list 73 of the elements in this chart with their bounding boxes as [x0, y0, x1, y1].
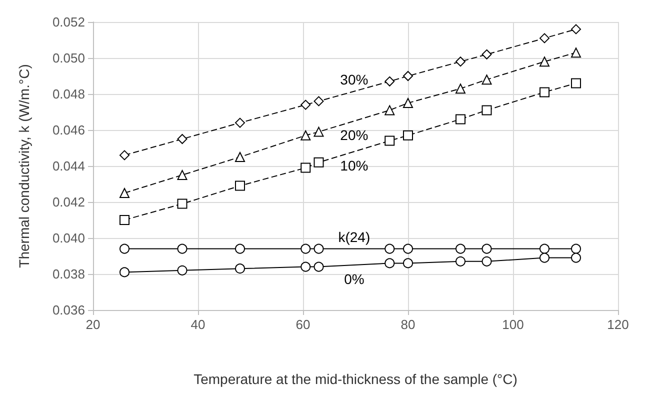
point	[314, 244, 324, 254]
point	[300, 100, 311, 110]
x-tick-label: 20	[86, 317, 100, 332]
point	[235, 244, 245, 254]
series-label: 0%	[344, 271, 364, 287]
x-axis-title: Temperature at the mid-thickness of the sample (°C)	[194, 371, 518, 387]
point	[384, 76, 395, 86]
y-tick-label: 0.040	[52, 230, 85, 246]
series-label: k(24)	[338, 228, 370, 245]
series-label: 10%	[340, 158, 368, 174]
point	[300, 244, 311, 254]
x-tick-label: 40	[190, 317, 206, 332]
point	[456, 256, 466, 266]
point	[571, 244, 581, 254]
y-tick-label: 0.038	[52, 266, 85, 282]
series-label: 30%	[340, 71, 368, 88]
point	[482, 256, 492, 266]
x-tick-label: 80	[400, 317, 416, 332]
y-tick-label: 0.048	[52, 86, 85, 102]
y-tick-label: 0.042	[52, 194, 85, 210]
point	[384, 244, 395, 254]
point	[403, 130, 413, 140]
y-tick-label: 0.044	[52, 158, 85, 174]
point	[482, 244, 492, 254]
x-tick-label: 120	[607, 317, 629, 332]
point	[456, 244, 466, 254]
point	[403, 98, 413, 108]
point	[540, 33, 550, 44]
y-tick-label: 0.050	[52, 50, 85, 66]
point	[120, 267, 130, 278]
y-tick-label: 0.046	[52, 122, 85, 138]
series-label: 20%	[340, 127, 368, 143]
point	[403, 71, 413, 81]
point	[300, 130, 311, 140]
point	[571, 78, 581, 88]
point	[177, 244, 188, 254]
point	[177, 134, 188, 144]
point	[482, 74, 492, 85]
point	[403, 258, 413, 268]
point	[235, 180, 245, 191]
y-tick-label: 0.052	[52, 14, 85, 30]
point	[384, 258, 395, 268]
x-tick-label: 100	[502, 317, 524, 332]
point	[571, 48, 581, 58]
point	[120, 215, 130, 225]
point	[540, 252, 550, 263]
point	[456, 56, 466, 67]
point	[300, 162, 311, 173]
point	[177, 198, 188, 209]
y-tick-label: 0.036	[52, 302, 85, 318]
point	[403, 244, 413, 254]
point	[540, 87, 550, 98]
x-tick-label: 60	[296, 317, 310, 332]
point	[235, 264, 245, 274]
point	[314, 126, 324, 137]
point	[314, 96, 324, 106]
point	[300, 262, 311, 272]
point	[540, 244, 550, 254]
point	[384, 105, 395, 116]
point	[177, 265, 188, 276]
point	[120, 150, 130, 160]
point	[456, 114, 466, 124]
point	[235, 152, 245, 162]
point	[120, 244, 130, 254]
point	[314, 262, 324, 272]
point	[314, 157, 324, 168]
point	[456, 84, 466, 94]
point	[571, 252, 581, 263]
point	[384, 136, 395, 146]
point	[235, 118, 245, 128]
point	[540, 56, 550, 67]
y-axis-title: Thermal conductivity, k (W/m.°C)	[16, 64, 32, 268]
point	[482, 105, 492, 116]
